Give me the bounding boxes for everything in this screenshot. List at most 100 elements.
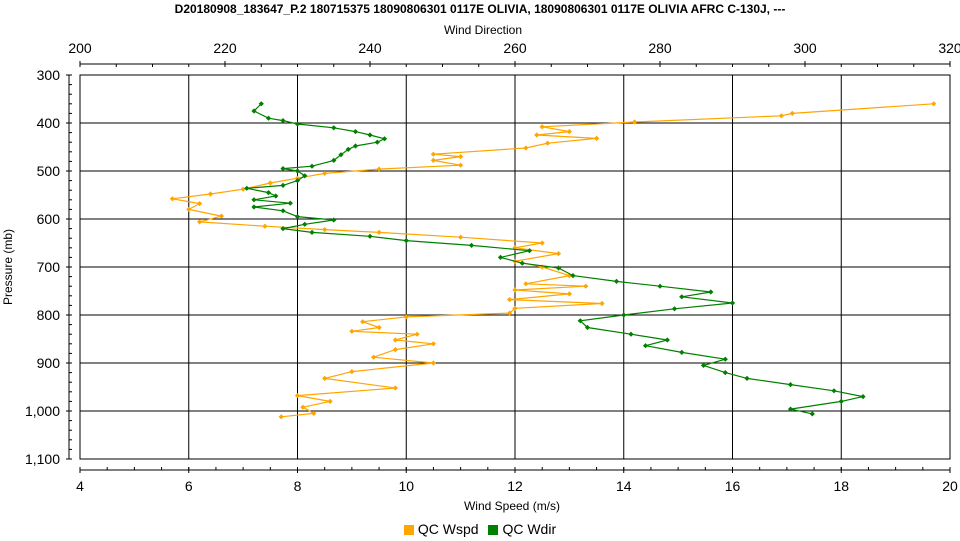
data-point-wspd	[218, 213, 224, 219]
bottom-axis-title: Wind Speed (m/s)	[464, 499, 560, 513]
series-line-wspd	[172, 103, 934, 418]
data-point-wdir	[381, 136, 388, 142]
plot-frame	[79, 74, 951, 460]
data-point-wdir	[338, 152, 344, 158]
data-point-wspd	[262, 223, 268, 229]
data-point-wspd	[207, 191, 214, 197]
data-point-wspd	[931, 101, 937, 107]
data-point-wspd	[300, 404, 306, 410]
data-point-wdir	[374, 139, 380, 145]
data-point-wspd	[430, 341, 436, 347]
data-point-wdir	[265, 190, 272, 196]
data-point-wdir	[258, 101, 264, 107]
data-point-wdir	[302, 221, 308, 227]
data-point-wdir	[577, 318, 583, 324]
data-point-wspd	[583, 283, 589, 289]
y-tick-label: 900	[37, 355, 61, 371]
data-point-wspd	[534, 132, 540, 138]
data-point-wdir	[345, 146, 351, 152]
data-point-wspd	[403, 314, 409, 320]
data-point-wspd	[458, 234, 464, 240]
series-layer	[169, 101, 937, 420]
y-tick-label: 300	[37, 67, 61, 83]
bottom-tick-label: 8	[294, 478, 302, 494]
top-tick-label: 220	[213, 40, 237, 56]
data-point-wdir	[679, 294, 685, 300]
chart-title: D20180908_183647_P.2 180715375 180908063…	[174, 2, 786, 16]
legend-label-wspd: QC Wspd	[417, 521, 479, 537]
data-point-wdir	[280, 166, 286, 172]
data-point-wdir	[497, 254, 504, 260]
data-point-wdir	[273, 193, 279, 199]
data-point-wspd	[523, 145, 529, 151]
data-point-wspd	[430, 157, 436, 163]
top-tick-label: 280	[648, 40, 672, 56]
data-point-wspd	[392, 337, 398, 343]
data-point-wspd	[349, 328, 355, 334]
data-point-wspd	[376, 166, 382, 172]
data-point-wdir	[700, 362, 707, 368]
data-point-wspd	[169, 196, 175, 202]
data-point-wdir	[519, 260, 525, 266]
data-point-wspd	[632, 119, 638, 125]
data-point-wdir	[628, 331, 634, 337]
data-point-wspd	[414, 331, 420, 337]
data-point-wdir	[838, 398, 844, 404]
data-point-wspd	[376, 229, 382, 235]
top-tick-label: 240	[358, 40, 382, 56]
bottom-tick-label: 20	[942, 478, 958, 494]
data-point-wspd	[545, 140, 551, 146]
series-line-wdir	[246, 103, 864, 415]
data-point-wspd	[322, 375, 328, 381]
data-point-wdir	[621, 312, 627, 318]
y-axis-title: Pressure (mb)	[1, 229, 15, 305]
top-tick-label: 200	[68, 40, 92, 56]
data-point-wspd	[458, 154, 464, 160]
data-point-wdir	[251, 108, 257, 114]
data-point-wdir	[664, 337, 670, 343]
data-point-wspd	[278, 414, 284, 420]
data-point-wspd	[186, 206, 192, 212]
data-point-wdir	[671, 306, 678, 312]
data-point-wdir	[294, 178, 301, 184]
data-point-wspd	[197, 201, 203, 207]
data-point-wdir	[309, 163, 315, 169]
y-tick-label: 400	[37, 115, 61, 131]
data-point-wdir	[367, 233, 373, 239]
data-point-wdir	[831, 388, 837, 394]
data-point-wdir	[280, 182, 286, 188]
bottom-tick-label: 10	[398, 478, 414, 494]
legend-item-wdir[interactable]: QC Wdir	[488, 521, 556, 537]
data-point-wspd	[566, 291, 572, 297]
top-tick-label: 260	[503, 40, 527, 56]
legend-swatch-wspd	[403, 525, 414, 535]
data-point-wdir	[722, 356, 728, 362]
data-point-wspd	[555, 251, 562, 257]
bottom-tick-label: 16	[725, 478, 741, 494]
data-point-wdir	[302, 173, 308, 179]
data-point-wspd	[458, 162, 464, 168]
data-point-wdir	[555, 265, 562, 271]
y-tick-label: 600	[37, 211, 61, 227]
data-point-wspd	[294, 393, 301, 399]
data-point-wdir	[570, 273, 576, 279]
bottom-tick-label: 18	[833, 478, 849, 494]
legend: QC Wspd QC Wdir	[0, 521, 960, 537]
data-point-wspd	[267, 180, 273, 186]
legend-swatch-wdir	[488, 525, 499, 535]
data-point-wdir	[294, 121, 301, 127]
data-point-wspd	[392, 347, 398, 353]
data-point-wspd	[523, 281, 529, 287]
data-point-wdir	[294, 168, 301, 174]
data-point-wspd	[507, 297, 513, 303]
data-point-wspd	[430, 151, 436, 157]
y-tick-label: 1,100	[25, 451, 60, 467]
bottom-tick-label: 12	[507, 478, 523, 494]
data-point-wdir	[403, 238, 409, 244]
axis-layer: 4 6 8 10 12 14 16 18 20 200 220 240 260 280 300 320 300 4…	[25, 40, 960, 494]
legend-item-wspd[interactable]: QC Wspd	[403, 521, 479, 537]
data-point-wspd	[566, 129, 572, 135]
data-point-wdir	[367, 132, 373, 138]
data-point-wspd	[566, 273, 572, 279]
